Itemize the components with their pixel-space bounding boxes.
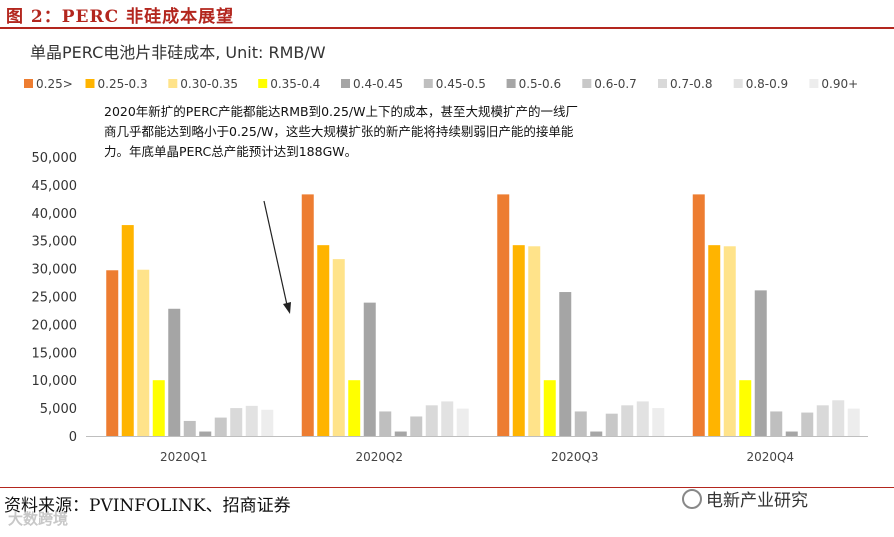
- annotation-arrow: [263, 200, 288, 306]
- bar: [559, 292, 572, 436]
- bar: [214, 417, 227, 436]
- legend-label: 0.5-0.6: [519, 77, 562, 91]
- y-tick-label: 50,000: [32, 151, 78, 166]
- bar: [528, 246, 541, 436]
- title-divider: [0, 27, 894, 29]
- bar: [121, 225, 134, 436]
- bar: [574, 411, 587, 436]
- legend-swatch: [582, 79, 592, 88]
- bar: [245, 405, 258, 436]
- x-tick-label: 2020Q3: [551, 450, 599, 464]
- legend-swatch: [733, 79, 743, 88]
- y-tick-label: 20,000: [32, 318, 78, 333]
- bar: [754, 290, 767, 436]
- annotation-arrowhead: [283, 302, 291, 314]
- bar: [410, 416, 423, 436]
- bar: [816, 405, 829, 436]
- bar: [652, 408, 665, 436]
- bar: [183, 420, 196, 436]
- legend-swatch: [423, 79, 433, 88]
- chart-title: 单晶PERC电池片非硅成本, Unit: RMB/W: [30, 43, 326, 62]
- bar: [456, 408, 469, 436]
- bar: [692, 194, 705, 436]
- legend-swatch: [341, 79, 350, 88]
- y-tick-label: 30,000: [32, 263, 78, 278]
- figure-title: 图 2：PERC 非硅成本展望: [6, 7, 235, 27]
- x-tick-label: 2020Q1: [160, 450, 208, 464]
- legend-label: 0.8-0.9: [746, 77, 789, 91]
- y-tick-label: 40,000: [32, 207, 78, 222]
- bar: [394, 431, 407, 436]
- legend-swatch: [658, 79, 667, 88]
- bar: [590, 431, 603, 436]
- bar: [847, 408, 860, 436]
- legend-label: 0.4-0.45: [353, 77, 403, 91]
- bar: [605, 413, 618, 436]
- legend-label: 0.90+: [821, 77, 858, 91]
- y-tick-label: 25,000: [32, 291, 78, 306]
- legend-swatch: [168, 79, 178, 88]
- y-tick-label: 5,000: [40, 402, 77, 417]
- legend-label: 0.25-0.3: [98, 77, 148, 91]
- legend-label: 0.35-0.4: [270, 77, 320, 91]
- annotation-text: 商几乎都能达到略小于0.25/W，这些大规模扩张的新产能将持续剔弱旧产能的接单能: [104, 124, 574, 139]
- bar: [199, 431, 212, 436]
- bar: [152, 380, 165, 436]
- y-tick-label: 35,000: [32, 235, 78, 250]
- legend-label: 0.7-0.8: [670, 77, 713, 91]
- bar: [708, 245, 721, 436]
- bar: [317, 245, 330, 436]
- y-tick-label: 15,000: [32, 346, 78, 361]
- bar: [497, 194, 510, 436]
- brand-label: 电新产业研究: [706, 491, 808, 511]
- bar: [137, 269, 150, 436]
- y-tick-label: 0: [69, 430, 77, 445]
- bar: [543, 380, 556, 436]
- wechat-icon: [682, 489, 702, 509]
- bar: [363, 302, 376, 436]
- bar: [348, 380, 361, 436]
- bar: [801, 412, 814, 436]
- legend-label: 0.6-0.7: [594, 77, 637, 91]
- y-tick-label: 10,000: [32, 374, 78, 389]
- bar: [739, 380, 752, 436]
- bar: [636, 401, 649, 436]
- legend-swatch: [24, 79, 33, 88]
- legend-swatch: [809, 79, 819, 88]
- bar: [106, 270, 119, 436]
- bar: [168, 308, 181, 436]
- legend-swatch: [85, 79, 95, 88]
- bar: [512, 245, 525, 436]
- bar: [425, 405, 438, 436]
- source-note: 资料来源：PVINFOLINK、招商证券: [4, 496, 291, 516]
- annotation-text: 2020年新扩的PERC产能都能达RMB到0.25/W上下的成本，甚至大规模扩产…: [104, 104, 578, 119]
- watermark: 大数跨境: [8, 510, 69, 528]
- bar: [332, 259, 345, 436]
- legend-swatch: [258, 79, 268, 88]
- y-tick-label: 45,000: [32, 179, 78, 194]
- bar: [301, 194, 314, 436]
- bar: [441, 401, 454, 436]
- bar-chart: 单晶PERC电池片非硅成本, Unit: RMB/W 0.25> 0.25-0.3 0…: [24, 43, 868, 464]
- x-tick-label: 2020Q4: [746, 450, 794, 464]
- bar: [621, 405, 634, 436]
- bar: [230, 408, 243, 436]
- source-divider: [0, 487, 894, 488]
- bar: [832, 400, 845, 436]
- bar: [723, 246, 736, 436]
- bar: [785, 431, 798, 436]
- bar: [379, 411, 392, 436]
- legend-swatch: [506, 79, 516, 88]
- legend-label: 0.45-0.5: [436, 77, 486, 91]
- bar: [770, 411, 783, 436]
- x-tick-label: 2020Q2: [355, 450, 403, 464]
- bar: [261, 409, 274, 436]
- legend-label: 0.25>: [36, 77, 73, 91]
- annotation-text: 力。年底单晶PERC总产能预计达到188GW。: [104, 144, 357, 159]
- legend-label: 0.30-0.35: [180, 77, 238, 91]
